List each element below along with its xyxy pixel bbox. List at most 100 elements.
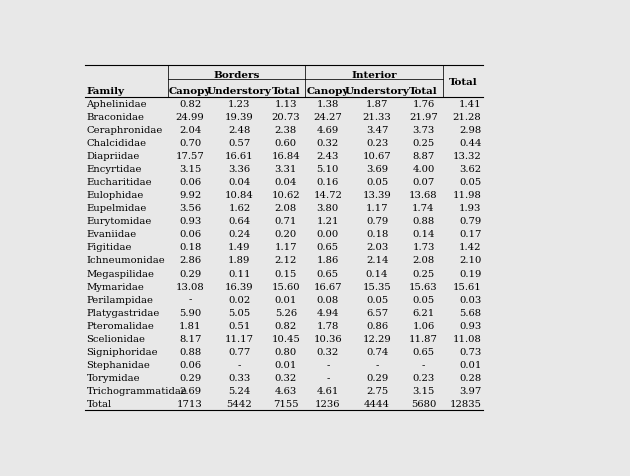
Text: 1.86: 1.86 [317,256,339,265]
Text: 2.48: 2.48 [228,126,251,135]
Text: Total: Total [409,86,438,95]
Text: Understory: Understory [345,86,410,95]
Text: 0.24: 0.24 [228,230,251,239]
Text: -: - [188,295,192,304]
Text: 2.03: 2.03 [366,243,388,252]
Text: 3.62: 3.62 [459,165,481,174]
Text: 1.13: 1.13 [275,100,297,109]
Text: 21.28: 21.28 [453,113,481,122]
Text: 10.45: 10.45 [272,334,301,343]
Text: 0.51: 0.51 [228,321,251,330]
Text: 1.17: 1.17 [275,243,297,252]
Text: 0.05: 0.05 [412,295,435,304]
Text: Eupelmidae: Eupelmidae [86,204,147,213]
Text: 17.57: 17.57 [176,152,205,161]
Text: 0.57: 0.57 [228,139,251,148]
Text: 0.06: 0.06 [179,360,201,369]
Text: 0.05: 0.05 [366,178,388,187]
Text: 10.84: 10.84 [225,191,254,200]
Text: 0.65: 0.65 [317,269,339,278]
Text: Stephanidae: Stephanidae [86,360,151,369]
Text: 0.33: 0.33 [228,373,251,382]
Text: 1.78: 1.78 [316,321,339,330]
Text: Encyrtidae: Encyrtidae [86,165,142,174]
Text: Ceraphronidae: Ceraphronidae [86,126,163,135]
Text: 0.04: 0.04 [275,178,297,187]
Text: 4.69: 4.69 [317,126,339,135]
Text: Scelionidae: Scelionidae [86,334,146,343]
Text: 15.61: 15.61 [453,282,481,291]
Text: 5680: 5680 [411,399,436,408]
Text: 12835: 12835 [450,399,481,408]
Text: 3.15: 3.15 [179,165,201,174]
Text: 3.80: 3.80 [317,204,339,213]
Text: 0.32: 0.32 [317,139,339,148]
Text: 0.00: 0.00 [317,230,339,239]
Text: 0.44: 0.44 [459,139,481,148]
Text: 0.23: 0.23 [366,139,388,148]
Text: 0.80: 0.80 [275,347,297,356]
Text: 10.36: 10.36 [314,334,342,343]
Text: 2.69: 2.69 [179,386,201,395]
Text: 11.17: 11.17 [225,334,254,343]
Text: 10.67: 10.67 [363,152,391,161]
Text: Figitidae: Figitidae [86,243,132,252]
Text: Family: Family [86,86,125,95]
Text: 2.08: 2.08 [275,204,297,213]
Text: Chalcididae: Chalcididae [86,139,147,148]
Text: 1.17: 1.17 [366,204,388,213]
Text: 21.97: 21.97 [409,113,438,122]
Text: 1.41: 1.41 [459,100,481,109]
Text: 3.69: 3.69 [366,165,388,174]
Text: 1.23: 1.23 [228,100,251,109]
Text: -: - [375,360,379,369]
Text: 5.24: 5.24 [228,386,251,395]
Text: 0.88: 0.88 [412,217,435,226]
Text: Trichogrammatidae: Trichogrammatidae [86,386,188,395]
Text: 1.89: 1.89 [228,256,251,265]
Text: 2.98: 2.98 [459,126,481,135]
Text: 14.72: 14.72 [313,191,342,200]
Text: 1.06: 1.06 [412,321,435,330]
Text: 13.08: 13.08 [176,282,205,291]
Text: Total: Total [449,78,478,87]
Text: 0.65: 0.65 [413,347,435,356]
Text: Mymaridae: Mymaridae [86,282,144,291]
Text: Eucharitidae: Eucharitidae [86,178,152,187]
Text: 5.05: 5.05 [228,308,251,317]
Text: 3.36: 3.36 [228,165,251,174]
Text: 13.39: 13.39 [363,191,391,200]
Text: 0.79: 0.79 [459,217,481,226]
Text: 10.62: 10.62 [272,191,300,200]
Text: 24.99: 24.99 [176,113,205,122]
Text: 0.25: 0.25 [412,139,435,148]
Text: 0.32: 0.32 [275,373,297,382]
Text: Aphelinidae: Aphelinidae [86,100,147,109]
Text: 11.87: 11.87 [409,334,438,343]
Text: 5.10: 5.10 [316,165,339,174]
Text: 15.60: 15.60 [272,282,300,291]
Text: 0.08: 0.08 [317,295,339,304]
Text: Total: Total [272,86,300,95]
Text: 13.68: 13.68 [409,191,438,200]
Text: Signiphoridae: Signiphoridae [86,347,158,356]
Text: Eurytomidae: Eurytomidae [86,217,152,226]
Text: Pteromalidae: Pteromalidae [86,321,154,330]
Text: 0.20: 0.20 [275,230,297,239]
Text: 2.12: 2.12 [275,256,297,265]
Text: Evaniidae: Evaniidae [86,230,137,239]
Text: 4.61: 4.61 [316,386,339,395]
Text: 0.65: 0.65 [317,243,339,252]
Text: 0.32: 0.32 [317,347,339,356]
Text: 5.68: 5.68 [459,308,481,317]
Text: 2.86: 2.86 [179,256,201,265]
Text: 1.74: 1.74 [412,204,435,213]
Text: Total: Total [86,399,112,408]
Text: 0.25: 0.25 [412,269,435,278]
Text: 0.28: 0.28 [459,373,481,382]
Text: 1713: 1713 [177,399,203,408]
Text: Canopy: Canopy [307,86,349,95]
Text: 19.39: 19.39 [225,113,254,122]
Text: -: - [326,373,329,382]
Text: 0.11: 0.11 [228,269,251,278]
